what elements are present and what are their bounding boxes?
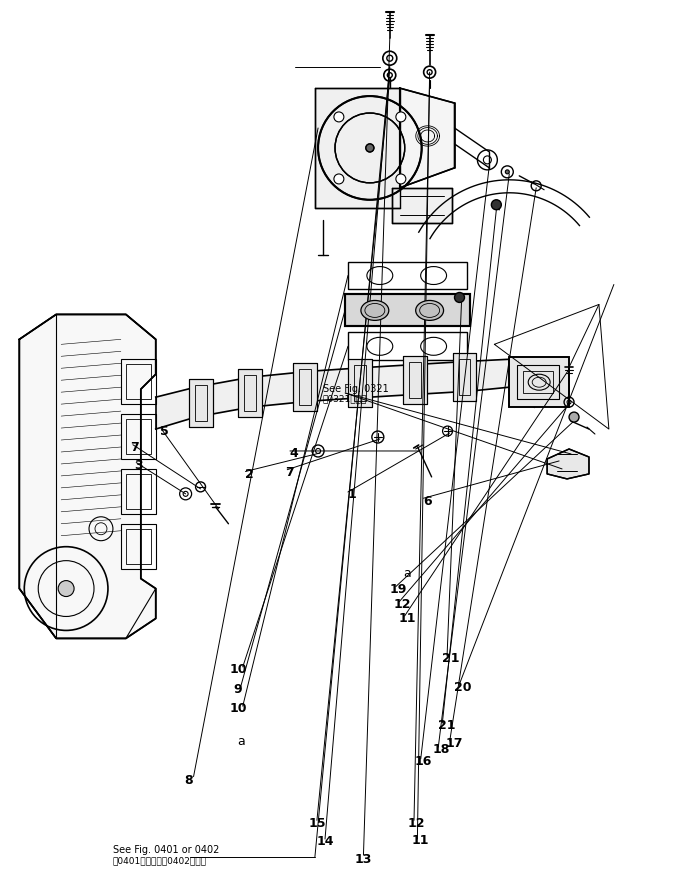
- Text: See Fig. 0321: See Fig. 0321: [323, 384, 389, 393]
- Text: 4: 4: [290, 447, 299, 460]
- Text: 19: 19: [389, 582, 406, 595]
- Text: 13: 13: [355, 852, 372, 865]
- Text: 7: 7: [286, 466, 294, 478]
- Text: 1: 1: [347, 488, 356, 501]
- Bar: [452, 354, 477, 401]
- Circle shape: [334, 174, 344, 185]
- Text: 11: 11: [399, 611, 416, 625]
- Circle shape: [396, 174, 406, 185]
- Bar: [409, 363, 420, 399]
- Bar: [189, 380, 213, 427]
- Text: 12: 12: [408, 815, 425, 829]
- Text: 第0321図参照: 第0321図参照: [323, 394, 368, 403]
- Text: 21: 21: [442, 652, 460, 665]
- Circle shape: [454, 293, 464, 303]
- Polygon shape: [392, 189, 452, 224]
- Ellipse shape: [361, 301, 389, 321]
- Text: See Fig. 0401 or 0402: See Fig. 0401 or 0402: [112, 844, 219, 854]
- Bar: [348, 360, 372, 408]
- Bar: [121, 360, 156, 405]
- Text: 11: 11: [412, 832, 429, 846]
- Text: 21: 21: [437, 719, 455, 731]
- Bar: [458, 360, 471, 396]
- Bar: [121, 469, 156, 514]
- Polygon shape: [20, 315, 156, 638]
- Bar: [348, 360, 372, 408]
- Bar: [348, 262, 468, 291]
- Polygon shape: [156, 360, 534, 430]
- Bar: [244, 375, 257, 411]
- Bar: [189, 380, 213, 427]
- Circle shape: [569, 413, 579, 423]
- Bar: [121, 524, 156, 569]
- Text: 8: 8: [185, 773, 193, 786]
- Bar: [517, 366, 559, 400]
- Circle shape: [334, 113, 344, 122]
- Bar: [238, 370, 262, 417]
- Bar: [523, 372, 553, 393]
- Polygon shape: [547, 450, 589, 479]
- Text: 10: 10: [230, 702, 248, 714]
- Text: 第0401図または第0402図参照: 第0401図または第0402図参照: [112, 856, 206, 864]
- Text: 7: 7: [131, 441, 139, 453]
- Bar: [238, 370, 262, 417]
- Bar: [345, 295, 471, 327]
- Bar: [293, 364, 317, 411]
- Polygon shape: [315, 89, 399, 208]
- Text: 20: 20: [454, 680, 472, 693]
- Circle shape: [366, 145, 374, 153]
- Bar: [509, 358, 569, 408]
- Text: 10: 10: [230, 662, 248, 675]
- Text: 9: 9: [233, 682, 242, 695]
- Circle shape: [505, 171, 509, 174]
- Text: 2: 2: [245, 468, 254, 480]
- Polygon shape: [399, 89, 454, 189]
- Text: 3: 3: [135, 459, 144, 471]
- Ellipse shape: [416, 301, 443, 321]
- Bar: [121, 415, 156, 460]
- Text: 17: 17: [445, 737, 463, 749]
- Bar: [126, 365, 151, 400]
- Text: 15: 15: [308, 815, 326, 829]
- Bar: [194, 385, 206, 422]
- Bar: [452, 354, 477, 401]
- Circle shape: [396, 113, 406, 122]
- Bar: [293, 364, 317, 411]
- Bar: [126, 529, 151, 564]
- Text: 5: 5: [160, 425, 169, 437]
- Text: a: a: [403, 566, 411, 579]
- Bar: [403, 357, 427, 405]
- Text: 18: 18: [433, 743, 450, 755]
- Circle shape: [58, 581, 74, 597]
- Text: 14: 14: [316, 834, 334, 848]
- Bar: [403, 357, 427, 405]
- Circle shape: [492, 200, 502, 210]
- Bar: [354, 366, 366, 401]
- Bar: [299, 370, 311, 406]
- Bar: [126, 475, 151, 510]
- Text: a: a: [237, 735, 244, 747]
- Bar: [348, 333, 468, 361]
- Bar: [126, 419, 151, 454]
- Circle shape: [366, 145, 374, 153]
- Text: 6: 6: [423, 494, 432, 507]
- Bar: [509, 358, 569, 408]
- Bar: [345, 295, 471, 327]
- Text: 16: 16: [414, 755, 431, 767]
- Text: 12: 12: [393, 597, 411, 611]
